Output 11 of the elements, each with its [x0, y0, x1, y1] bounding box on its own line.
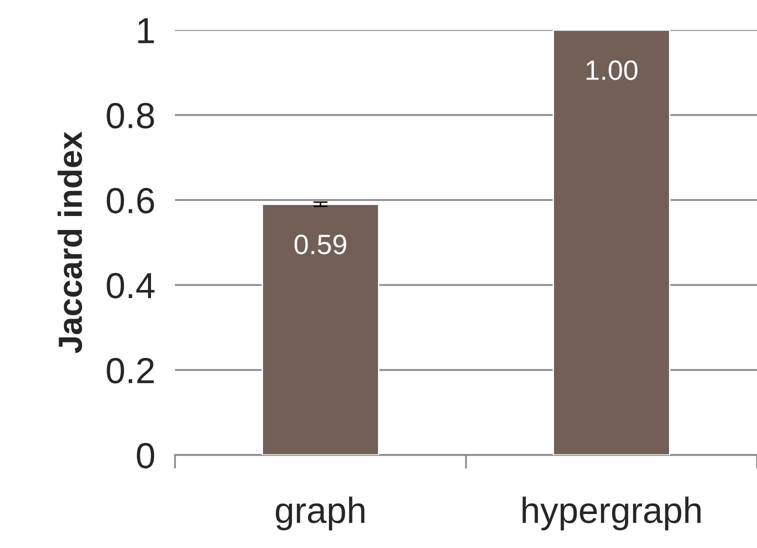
y-tick-label: 0 — [136, 442, 154, 468]
x-tick-label: hypergraph — [522, 496, 701, 530]
data-label: 1.00 — [586, 60, 638, 80]
y-tick-label: 0.6 — [106, 188, 154, 214]
y-tick-label: 1 — [138, 18, 154, 44]
y-axis-title: Jaccard index — [58, 132, 82, 354]
data-label: 0.59 — [294, 234, 346, 254]
y-tick-label: 0.8 — [106, 102, 154, 128]
y-tick-label: 0.4 — [106, 272, 155, 298]
y-tick-label: 0.2 — [106, 358, 154, 384]
x-tick-label: graph — [276, 496, 364, 530]
